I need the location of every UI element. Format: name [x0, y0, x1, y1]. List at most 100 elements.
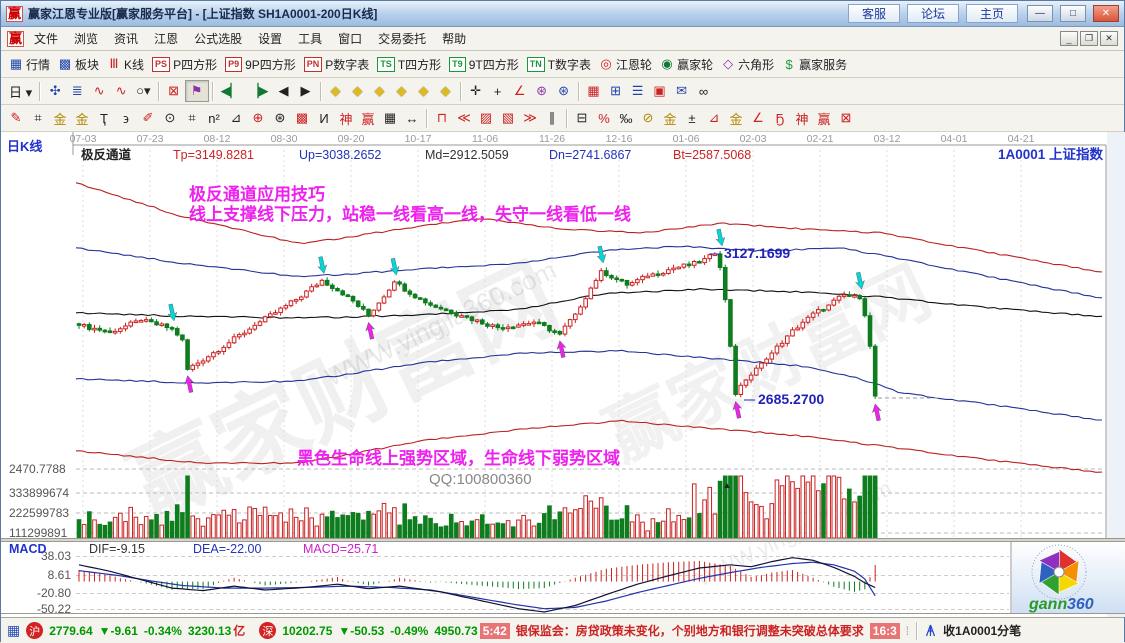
- candle-body[interactable]: [547, 324, 552, 332]
- candle-body[interactable]: [412, 293, 418, 299]
- zoom-out-diamond-button[interactable]: ◆: [435, 80, 457, 102]
- candle-body[interactable]: [211, 352, 216, 358]
- volume-bar[interactable]: [485, 523, 490, 539]
- candle-body[interactable]: [526, 323, 532, 326]
- volume-bar[interactable]: [309, 517, 314, 539]
- volume-bar[interactable]: [81, 523, 87, 539]
- candle-body[interactable]: [330, 284, 335, 289]
- grid-tool-button[interactable]: ⌗: [27, 107, 49, 129]
- news-ticker[interactable]: 银保监会：房贷政策未变化，个别地方和银行调整未突破总体要求: [515, 624, 864, 638]
- candle-body[interactable]: [826, 304, 831, 311]
- candle-body[interactable]: [764, 358, 769, 364]
- candle-body[interactable]: [123, 325, 128, 330]
- candle-body[interactable]: [242, 332, 247, 336]
- candle-body[interactable]: [159, 323, 165, 327]
- gann-flower-2-button[interactable]: ⊛: [553, 80, 575, 102]
- volume-bar[interactable]: [242, 519, 247, 539]
- volume-bar[interactable]: [392, 507, 397, 539]
- volume-bar[interactable]: [107, 521, 113, 539]
- menu-item-资讯[interactable]: 资讯: [114, 32, 139, 46]
- mdi-restore-button[interactable]: ❐: [1080, 31, 1098, 46]
- volume-bar[interactable]: [443, 525, 449, 539]
- candle-body[interactable]: [257, 321, 263, 326]
- candle-body[interactable]: [500, 327, 506, 330]
- candle-body[interactable]: [629, 282, 635, 286]
- circle-tool-button[interactable]: ⊙: [159, 107, 181, 129]
- zoom-in-diamond-button[interactable]: ◆: [413, 80, 435, 102]
- volume-bar[interactable]: [319, 513, 325, 539]
- volume-bar[interactable]: [376, 510, 382, 539]
- volume-bar[interactable]: [459, 521, 464, 539]
- link-button[interactable]: ∞: [693, 80, 715, 102]
- volume-bar[interactable]: [407, 519, 413, 539]
- volume-bar[interactable]: [102, 524, 108, 539]
- volume-bar[interactable]: [205, 517, 211, 539]
- hatch-box-2-button[interactable]: ▧: [497, 107, 519, 129]
- volume-bar[interactable]: [743, 492, 749, 539]
- candle-body[interactable]: [143, 319, 149, 322]
- candle-body[interactable]: [614, 277, 619, 281]
- volume-bar[interactable]: [330, 510, 335, 539]
- minimize-button[interactable]: —: [1027, 5, 1053, 22]
- notes-button[interactable]: ☰: [627, 80, 649, 102]
- candle-body[interactable]: [660, 272, 666, 276]
- mark-tool-button[interactable]: ✐: [137, 107, 159, 129]
- candle-body[interactable]: [231, 336, 237, 344]
- forum-button[interactable]: 论坛: [907, 4, 959, 23]
- last-bar-button[interactable]: ▕▶: [245, 80, 273, 102]
- quotes-button[interactable]: ▦ 行情: [5, 53, 54, 75]
- volume-bar[interactable]: [640, 521, 645, 539]
- candle-body[interactable]: [371, 309, 376, 317]
- volume-bar[interactable]: [200, 525, 206, 539]
- candle-body[interactable]: [790, 329, 795, 337]
- volume-bar[interactable]: [211, 514, 216, 539]
- candle-body[interactable]: [366, 308, 371, 317]
- candle-body[interactable]: [459, 315, 464, 318]
- candle-body[interactable]: [154, 321, 159, 326]
- candle-body[interactable]: [102, 329, 108, 333]
- calendar-button[interactable]: ▦: [583, 80, 605, 102]
- volume-bar[interactable]: [164, 510, 170, 539]
- candle-body[interactable]: [112, 330, 118, 334]
- candle-body[interactable]: [686, 263, 692, 267]
- volume-bar[interactable]: [655, 522, 661, 539]
- volume-bar[interactable]: [490, 523, 495, 539]
- volume-bar[interactable]: [433, 523, 439, 539]
- triangle-tool-button[interactable]: ⊿: [225, 107, 247, 129]
- fan-lines-button[interactable]: ≪: [453, 107, 475, 129]
- candle-body[interactable]: [831, 299, 837, 306]
- volume-bar[interactable]: [174, 504, 180, 539]
- mail-button[interactable]: ✉: [671, 80, 693, 102]
- candle-body[interactable]: [816, 309, 821, 314]
- volume-bar[interactable]: [180, 512, 185, 539]
- volume-bar[interactable]: [226, 514, 232, 539]
- span-tool-button[interactable]: ↔: [401, 107, 423, 129]
- candle-body[interactable]: [386, 289, 392, 298]
- candle-body[interactable]: [862, 298, 868, 317]
- candle-body[interactable]: [495, 324, 501, 329]
- volume-bar[interactable]: [862, 475, 868, 539]
- volume-bar[interactable]: [92, 519, 97, 539]
- volume-bar[interactable]: [500, 523, 506, 539]
- volume-bar[interactable]: [821, 483, 826, 539]
- candle-body[interactable]: [598, 270, 604, 281]
- pattern-flag-button[interactable]: ⊠: [163, 80, 185, 102]
- volume-bar[interactable]: [397, 524, 402, 539]
- candle-body[interactable]: [619, 278, 625, 282]
- cycle-dropdown-button[interactable]: ○▾: [132, 80, 154, 102]
- hexagon-button[interactable]: ◇ 六角形: [717, 53, 778, 75]
- candle-body[interactable]: [774, 345, 780, 354]
- move-left-diamond-button[interactable]: ◆: [325, 80, 347, 102]
- candle-body[interactable]: [707, 254, 713, 260]
- magic-tool-button[interactable]: 神: [335, 107, 357, 129]
- candle-body[interactable]: [381, 296, 387, 304]
- number-grid-button[interactable]: ▦: [379, 107, 401, 129]
- mdi-close-button[interactable]: ✕: [1100, 31, 1118, 46]
- nine-p-square-button[interactable]: P9 9P四方形: [221, 53, 300, 75]
- calculator-button[interactable]: ⊞: [605, 80, 627, 102]
- volume-bar[interactable]: [324, 516, 330, 539]
- candle-body[interactable]: [728, 299, 733, 347]
- candle-body[interactable]: [609, 274, 614, 279]
- volume-bar[interactable]: [474, 519, 480, 539]
- volume-bar[interactable]: [619, 518, 625, 539]
